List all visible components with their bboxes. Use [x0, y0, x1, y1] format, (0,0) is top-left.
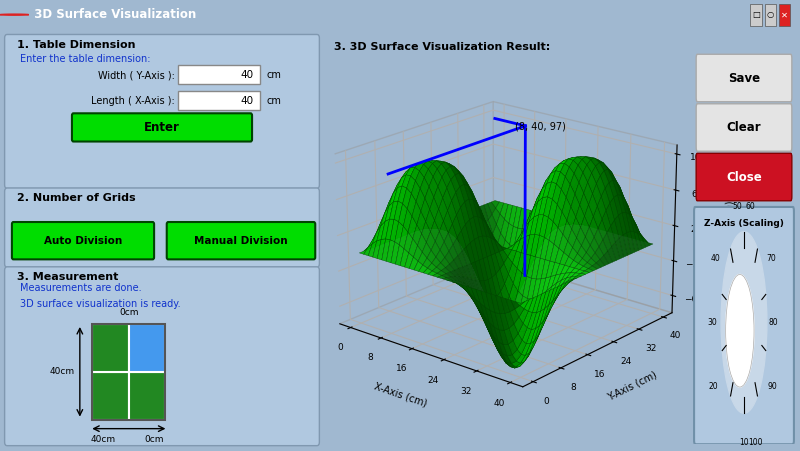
Text: 0cm: 0cm [119, 308, 138, 317]
Bar [93, 324, 165, 419]
FancyBboxPatch shape [779, 4, 790, 26]
Text: 40: 40 [241, 70, 254, 80]
FancyBboxPatch shape [166, 222, 315, 259]
Text: 20: 20 [709, 382, 718, 391]
FancyBboxPatch shape [696, 104, 792, 151]
Text: Save: Save [728, 72, 760, 85]
Text: 40cm: 40cm [50, 367, 75, 376]
Text: Enter: Enter [144, 121, 180, 134]
FancyBboxPatch shape [5, 34, 319, 189]
Bar [93, 324, 129, 372]
FancyBboxPatch shape [696, 54, 792, 102]
Circle shape [721, 232, 767, 413]
Text: 100: 100 [748, 437, 762, 446]
Text: Width ( Y-Axis ):: Width ( Y-Axis ): [98, 70, 174, 80]
Circle shape [0, 14, 29, 15]
Bar [129, 324, 165, 372]
FancyBboxPatch shape [178, 65, 260, 84]
Text: 10: 10 [739, 437, 749, 446]
Circle shape [726, 275, 754, 387]
FancyBboxPatch shape [694, 207, 794, 444]
Text: 3. Measurement: 3. Measurement [17, 272, 118, 282]
Text: Z-Axis (Scaling): Z-Axis (Scaling) [704, 219, 784, 228]
Text: 70: 70 [766, 254, 776, 263]
Text: Manual Division: Manual Division [194, 236, 288, 246]
Text: 80: 80 [769, 318, 778, 327]
Text: Clear: Clear [726, 121, 762, 134]
Text: 2. Number of Grids: 2. Number of Grids [17, 193, 135, 203]
Text: 0cm: 0cm [145, 435, 164, 444]
FancyBboxPatch shape [5, 188, 319, 267]
FancyBboxPatch shape [5, 267, 319, 446]
FancyBboxPatch shape [12, 222, 154, 259]
Text: cm: cm [266, 70, 281, 80]
Text: cm: cm [266, 96, 281, 106]
Text: 40: 40 [241, 96, 254, 106]
Text: Auto Division: Auto Division [44, 236, 122, 246]
FancyBboxPatch shape [696, 153, 792, 201]
Text: 40: 40 [711, 254, 721, 263]
Text: 3. 3D Surface Visualization Result:: 3. 3D Surface Visualization Result: [334, 42, 550, 52]
Text: 3D surface visualization is ready.: 3D surface visualization is ready. [20, 299, 181, 309]
FancyBboxPatch shape [765, 4, 776, 26]
Text: Measurements are done.: Measurements are done. [20, 283, 142, 294]
Y-axis label: Y-Axis (cm): Y-Axis (cm) [606, 370, 658, 403]
Text: 30: 30 [707, 318, 718, 327]
Bar [129, 372, 165, 419]
Text: 40cm: 40cm [91, 435, 116, 444]
Text: Close: Close [726, 171, 762, 184]
Text: □: □ [752, 10, 760, 19]
FancyBboxPatch shape [750, 4, 762, 26]
Text: 50: 50 [732, 202, 742, 212]
Text: 90: 90 [767, 382, 777, 391]
X-axis label: X-Axis (cm): X-Axis (cm) [373, 381, 429, 409]
FancyBboxPatch shape [178, 91, 260, 110]
Text: 3D Surface Visualization: 3D Surface Visualization [26, 8, 196, 21]
FancyBboxPatch shape [72, 113, 252, 142]
Text: 1. Table Dimension: 1. Table Dimension [17, 40, 135, 50]
Text: ✕: ✕ [782, 10, 788, 19]
Text: 60: 60 [746, 202, 756, 212]
Bar [93, 372, 129, 419]
Text: Length ( X-Axis ):: Length ( X-Axis ): [91, 96, 174, 106]
Text: Enter the table dimension:: Enter the table dimension: [20, 55, 150, 64]
Text: ○: ○ [766, 10, 774, 19]
